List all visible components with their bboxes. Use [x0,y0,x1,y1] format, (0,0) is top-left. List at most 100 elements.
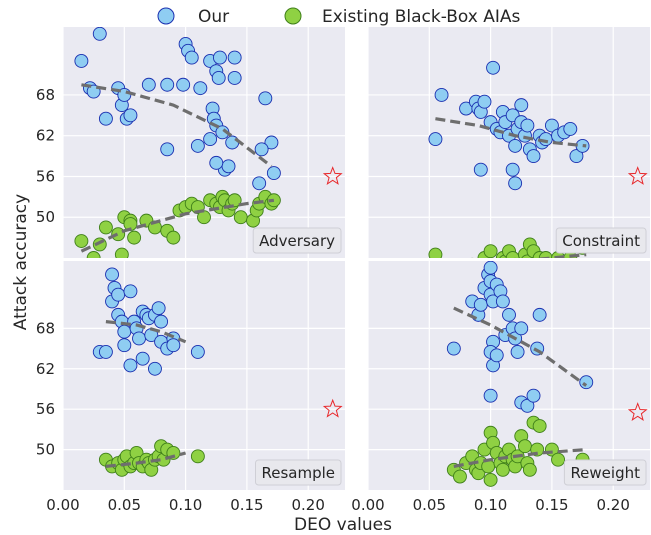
y-tick-label: 62 [36,360,55,378]
reference-star-marker [627,166,648,185]
existing-trend-line [105,451,187,468]
existing-point [483,472,498,487]
our-point [569,149,584,164]
y-tick-label: 50 [36,208,55,226]
x-tick-label: 0.00 [351,496,384,514]
panel-label-reweight: Reweight [563,459,647,486]
panel-label-adversary: Adversary [252,227,342,254]
our-trend-line [435,117,587,148]
our-point [132,331,146,346]
panel-constraint: Constraint [367,27,650,258]
legend-our-marker [157,7,175,25]
our-point [98,344,113,359]
our-point [473,297,488,312]
our-point [123,284,138,299]
panel-label-text: Constraint [562,232,640,250]
our-point [209,155,224,170]
our-point [105,267,119,282]
our-point [532,307,547,322]
our-point [227,50,242,65]
our-point [74,54,89,68]
our-point [193,81,208,96]
y-axis-label: Attack accuracy [11,194,31,330]
panel-label-box [252,227,342,254]
our-point [98,111,113,126]
existing-point [538,251,553,258]
our-point [154,314,169,329]
panel-label-text: Adversary [259,232,335,250]
our-point [473,162,488,177]
reference-star-marker [322,398,343,418]
y-tick-label: 68 [36,86,55,104]
our-point [266,166,281,181]
our-point [190,344,205,359]
x-tick-label: 0.05 [413,496,446,514]
panel-label-text: Resample [261,464,335,482]
existing-point [98,220,113,235]
existing-point [190,449,205,464]
our-point [151,301,166,316]
panel-label-constraint: Constraint [555,227,647,254]
x-tick-labels: 0.00 0.05 0.10 0.15 0.20 0.00 0.05 0.10 0.15 0.20 [46,496,630,514]
our-point [160,77,175,92]
panel-reweight: Reweight [367,261,650,490]
our-point [123,358,138,373]
legend: Our Existing Black-Box AIAs [157,7,521,27]
plot-area [92,267,343,477]
reference-star-marker [322,166,343,185]
existing-point [74,234,89,248]
y-tick-label: 56 [36,167,55,185]
our-point [483,261,498,275]
y-tick-label: 68 [36,319,55,337]
existing-point [227,193,242,208]
panel-label-box [255,459,342,486]
existing-point [114,247,129,258]
our-point [264,135,279,150]
our-point [434,87,449,102]
our-point [111,287,126,302]
our-point [520,398,535,413]
existing-point [453,469,467,484]
our-point [141,77,156,92]
our-trend-line [453,306,588,387]
plot-area [74,27,343,258]
existing-point [86,251,101,258]
our-point [227,71,242,85]
our-point [92,27,107,41]
our-point [203,132,218,147]
our-point [212,50,227,65]
x-axis-label: DEO values [294,515,392,535]
our-point [544,118,559,133]
our-point [579,375,594,390]
x-tick-label: 0.20 [292,496,325,514]
our-point [508,176,523,191]
existing-point [517,439,532,454]
legend-existing-marker [284,7,302,25]
our-point [135,351,150,366]
our-point [221,159,236,174]
our-point [483,388,498,403]
y-tick-label: 62 [36,127,55,145]
existing-point [166,230,181,245]
existing-point [522,462,537,477]
existing-point [233,210,248,225]
legend-our-label: Our [198,7,229,27]
existing-point [111,227,126,242]
our-point [514,98,529,113]
x-tick-label: 0.10 [169,496,202,514]
our-trend-line [81,83,273,168]
existing-point [532,419,547,433]
panel-adversary: Adversary [62,27,345,258]
panel-label-box [555,227,647,254]
our-point [117,324,132,339]
x-tick-label: 0.15 [230,496,263,514]
our-point [428,132,443,147]
our-point [526,388,541,403]
existing-point [428,247,443,258]
our-point [502,307,516,322]
our-point [446,341,461,356]
x-tick-label: 0.10 [474,496,507,514]
our-point [520,118,535,133]
y-tick-label: 50 [36,441,55,459]
